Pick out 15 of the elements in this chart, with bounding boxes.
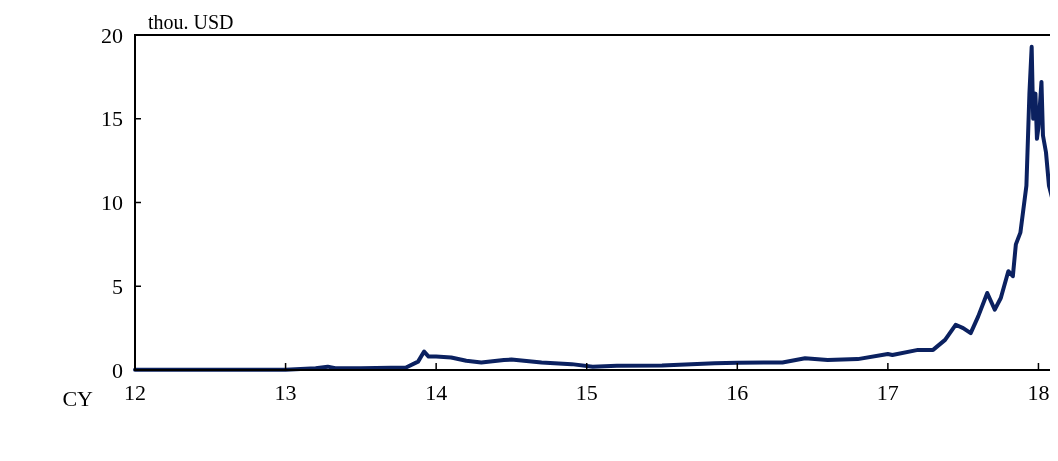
y-tick-label: 20 — [101, 22, 123, 48]
x-tick-label: 13 — [274, 380, 297, 405]
x-tick-label: 18 — [1027, 380, 1050, 405]
y-axis-title: thou. USD — [148, 11, 234, 33]
x-tick-label: 16 — [726, 380, 749, 405]
x-tick-label: 17 — [876, 380, 899, 405]
y-tick-label: 0 — [112, 357, 123, 383]
x-tick-label: 14 — [425, 380, 448, 405]
x-axis-title: CY — [62, 386, 94, 411]
y-tick-label: 5 — [112, 273, 123, 299]
y-tick-label: 15 — [101, 106, 123, 132]
y-tick-label: 10 — [101, 190, 123, 216]
line-series — [133, 44, 1050, 372]
x-tick-label: 15 — [575, 380, 598, 405]
x-tick-label: 12 — [124, 380, 146, 405]
